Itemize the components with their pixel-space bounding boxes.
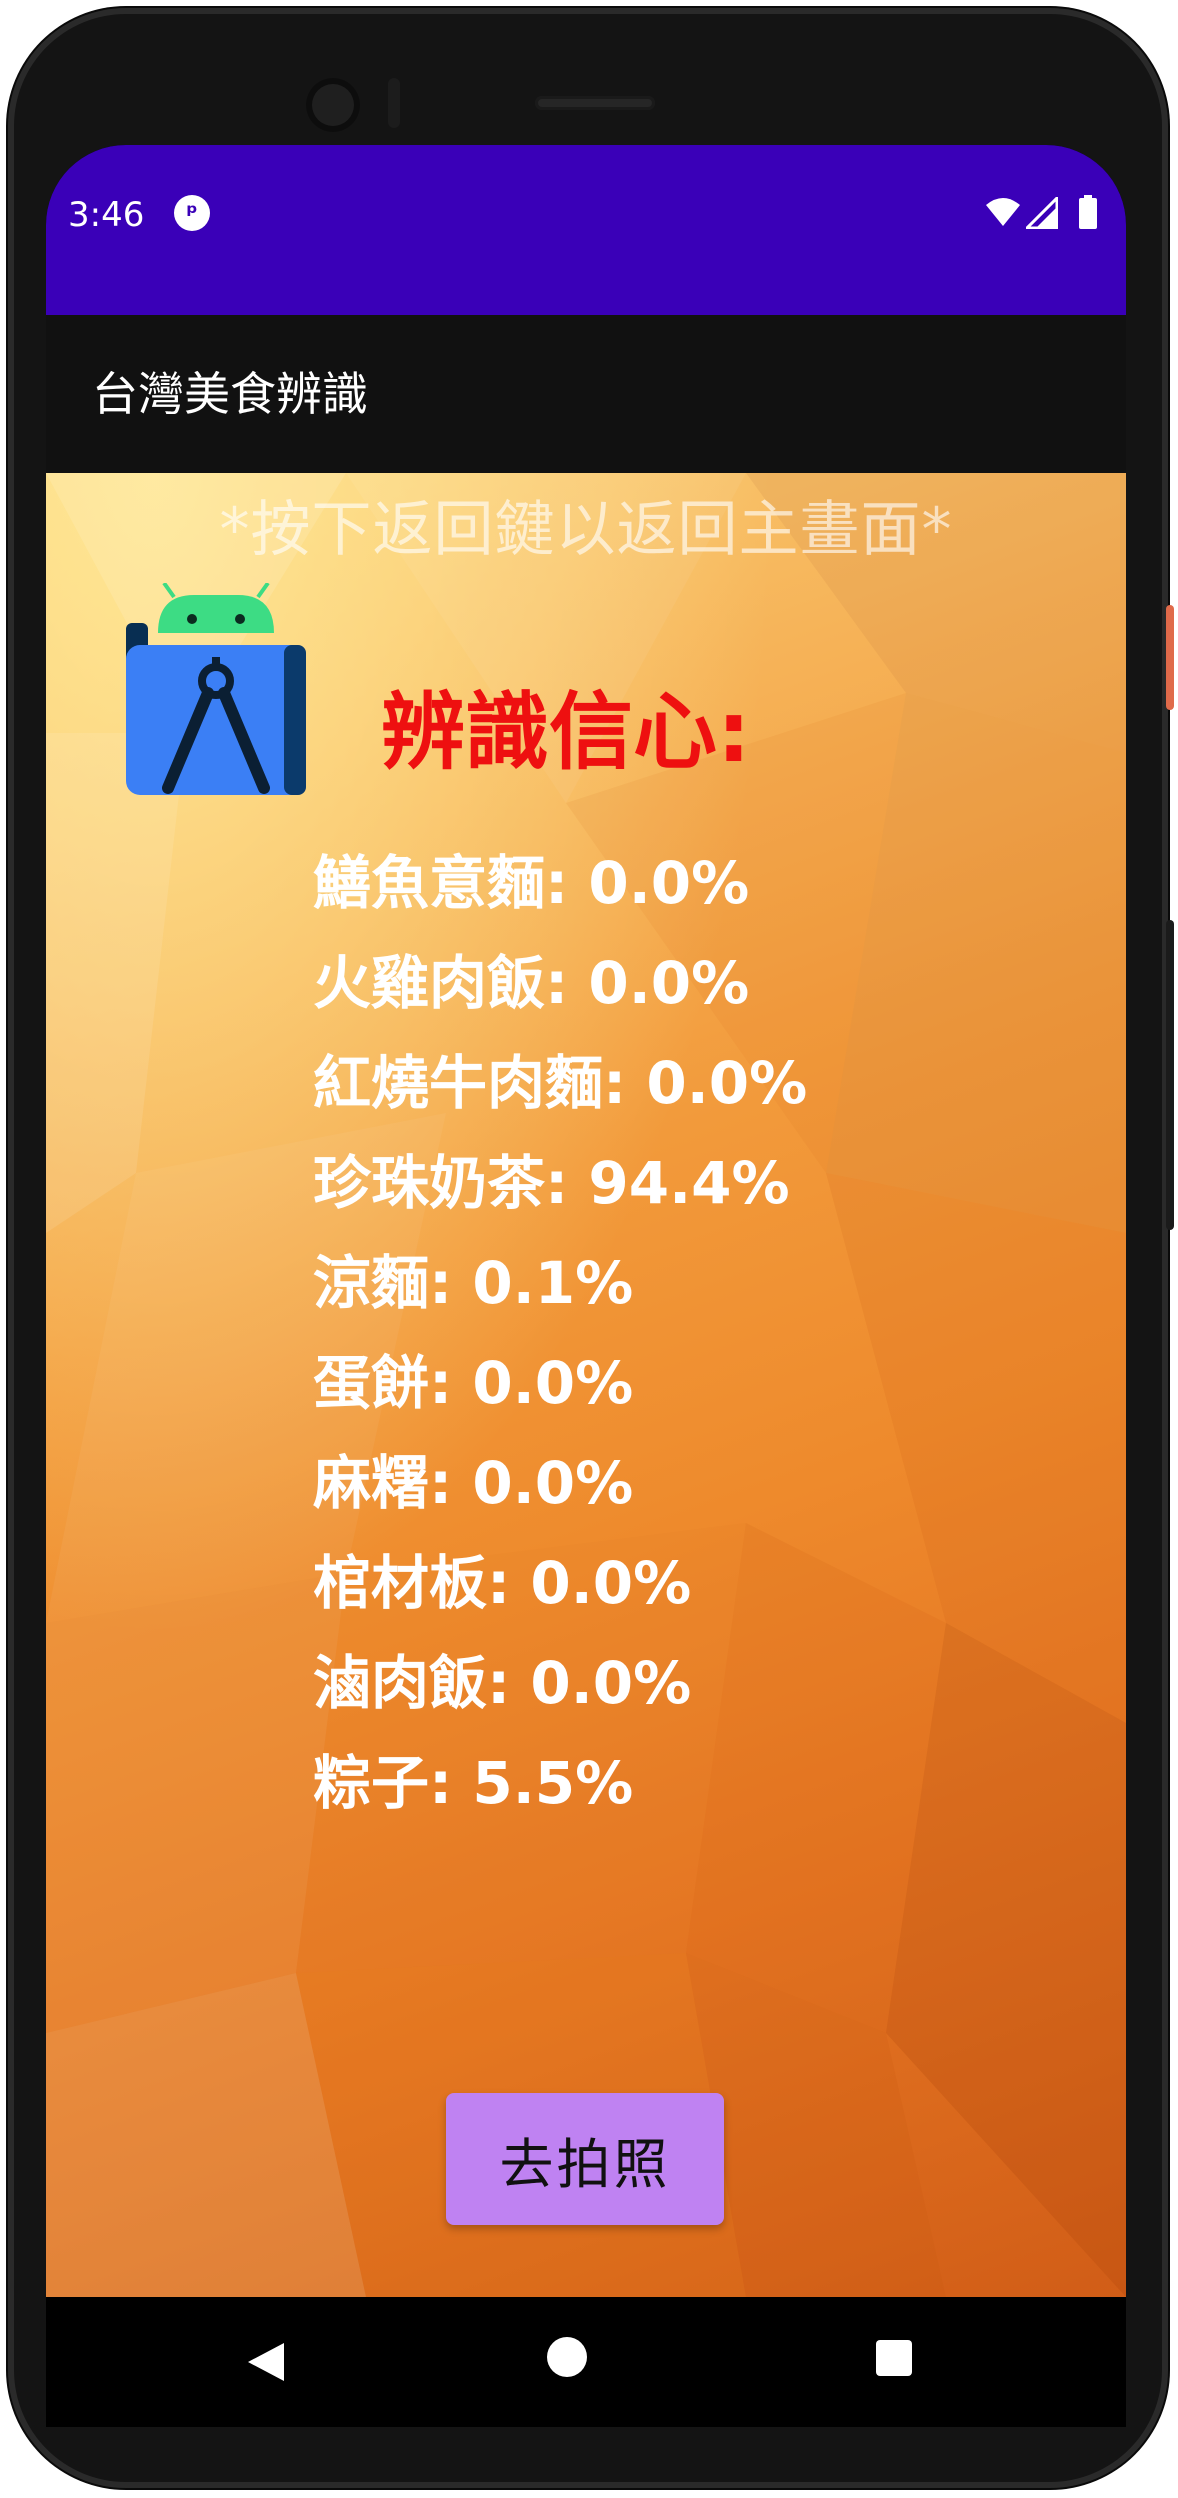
list-item: 滷肉飯: 0.0% bbox=[313, 1649, 692, 1717]
back-icon[interactable] bbox=[246, 2341, 286, 2383]
app-title: 台灣美食辨識 bbox=[92, 367, 368, 421]
home-icon[interactable] bbox=[547, 2337, 587, 2377]
background-pattern bbox=[46, 473, 1126, 2297]
earpiece-speaker bbox=[535, 96, 655, 110]
list-item: 珍珠奶茶: 94.4% bbox=[313, 1149, 790, 1217]
app-bar: 台灣美食辨識 bbox=[46, 315, 1126, 473]
recents-icon[interactable] bbox=[876, 2340, 912, 2376]
status-bar: 3:46 ᵖ bbox=[46, 145, 1126, 315]
list-item: 棺材板: 0.0% bbox=[313, 1549, 692, 1617]
notification-app-icon: ᵖ bbox=[174, 195, 210, 231]
list-item: 鱔魚意麵: 0.0% bbox=[313, 849, 750, 917]
result-list: 鱔魚意麵: 0.0% 火雞肉飯: 0.0% 紅燒牛肉麵: 0.0% 珍珠奶茶: … bbox=[313, 833, 807, 1833]
list-item: 粽子: 5.5% bbox=[313, 1749, 634, 1817]
front-camera bbox=[306, 78, 360, 132]
take-photo-button[interactable]: 去拍照 bbox=[446, 2093, 724, 2225]
volume-button bbox=[1166, 920, 1174, 1230]
list-item: 蛋餅: 0.0% bbox=[313, 1349, 634, 1417]
main-content: *按下返回鍵以返回主畫面* 辨識信心: 鱔魚意麵: 0.0% 火雞肉飯: 0.0… bbox=[46, 473, 1126, 2297]
confidence-title: 辨識信心: bbox=[381, 683, 751, 781]
cell-signal-icon bbox=[1026, 197, 1058, 229]
screen: 3:46 ᵖ 台灣美食辨識 bbox=[46, 145, 1126, 2297]
list-item: 紅燒牛肉麵: 0.0% bbox=[313, 1049, 808, 1117]
list-item: 麻糬: 0.0% bbox=[313, 1449, 634, 1517]
list-item: 火雞肉飯: 0.0% bbox=[313, 949, 750, 1017]
android-studio-icon bbox=[126, 583, 306, 795]
battery-icon bbox=[1079, 195, 1097, 229]
back-hint-text: *按下返回鍵以返回主畫面* bbox=[219, 495, 953, 565]
status-time: 3:46 bbox=[68, 195, 145, 235]
power-button bbox=[1166, 605, 1174, 710]
proximity-sensor bbox=[388, 78, 400, 128]
navigation-bar bbox=[46, 2297, 1126, 2427]
list-item: 涼麵: 0.1% bbox=[313, 1249, 634, 1317]
wifi-icon bbox=[986, 198, 1020, 226]
